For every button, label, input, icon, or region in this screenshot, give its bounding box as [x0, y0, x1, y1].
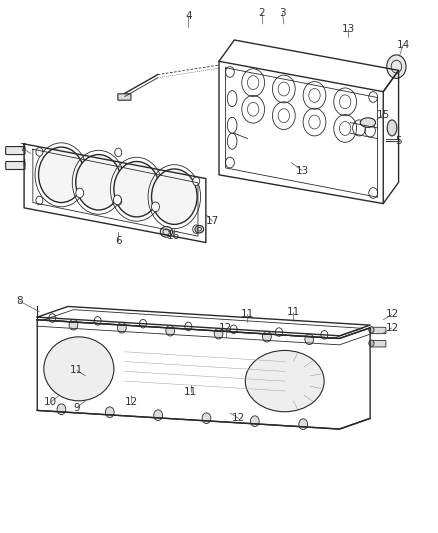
FancyBboxPatch shape: [6, 147, 25, 155]
Text: 12: 12: [219, 323, 232, 333]
Text: 11: 11: [184, 387, 197, 397]
Circle shape: [115, 148, 122, 157]
FancyBboxPatch shape: [371, 341, 386, 347]
Circle shape: [305, 334, 314, 345]
Text: 13: 13: [342, 25, 355, 34]
Ellipse shape: [44, 337, 114, 401]
Circle shape: [152, 202, 159, 212]
Text: 13: 13: [296, 166, 309, 175]
Circle shape: [262, 332, 271, 342]
Circle shape: [69, 319, 78, 330]
Circle shape: [76, 188, 84, 198]
Text: 10: 10: [44, 398, 57, 407]
Circle shape: [57, 404, 66, 415]
Circle shape: [202, 413, 211, 424]
Text: 11: 11: [287, 307, 300, 317]
Text: 11: 11: [241, 310, 254, 319]
Text: 9: 9: [73, 403, 80, 413]
Circle shape: [369, 340, 374, 346]
Text: 2: 2: [258, 9, 265, 18]
Circle shape: [76, 155, 121, 210]
Text: 14: 14: [396, 41, 410, 50]
Text: 11: 11: [70, 366, 83, 375]
Circle shape: [117, 322, 126, 333]
Ellipse shape: [360, 118, 375, 127]
Circle shape: [36, 196, 43, 205]
Ellipse shape: [245, 351, 324, 411]
Ellipse shape: [195, 225, 204, 233]
Circle shape: [36, 148, 43, 156]
Circle shape: [152, 169, 197, 224]
Circle shape: [299, 419, 307, 430]
Text: 12: 12: [385, 323, 399, 333]
Circle shape: [114, 161, 159, 217]
FancyBboxPatch shape: [371, 327, 386, 334]
Circle shape: [39, 147, 84, 203]
Text: 12: 12: [125, 398, 138, 407]
Circle shape: [113, 195, 121, 205]
Text: 15: 15: [377, 110, 390, 119]
Circle shape: [251, 416, 259, 426]
FancyBboxPatch shape: [6, 161, 25, 169]
Text: 4: 4: [185, 11, 192, 21]
Circle shape: [214, 328, 223, 339]
Circle shape: [387, 55, 406, 78]
Circle shape: [115, 197, 122, 205]
Ellipse shape: [160, 227, 173, 237]
Circle shape: [106, 407, 114, 417]
Text: 7: 7: [19, 143, 26, 153]
Circle shape: [166, 325, 175, 336]
FancyBboxPatch shape: [118, 94, 131, 100]
Text: 8: 8: [16, 296, 23, 306]
Text: 3: 3: [279, 9, 286, 18]
Text: 6: 6: [115, 236, 122, 246]
Text: 16: 16: [166, 231, 180, 240]
Text: 12: 12: [385, 310, 399, 319]
Ellipse shape: [387, 120, 397, 136]
Text: 12: 12: [232, 414, 245, 423]
Circle shape: [154, 410, 162, 421]
Circle shape: [193, 177, 200, 185]
Text: 5: 5: [395, 136, 402, 146]
Circle shape: [369, 327, 374, 333]
Circle shape: [193, 225, 200, 233]
Text: 17: 17: [206, 216, 219, 226]
